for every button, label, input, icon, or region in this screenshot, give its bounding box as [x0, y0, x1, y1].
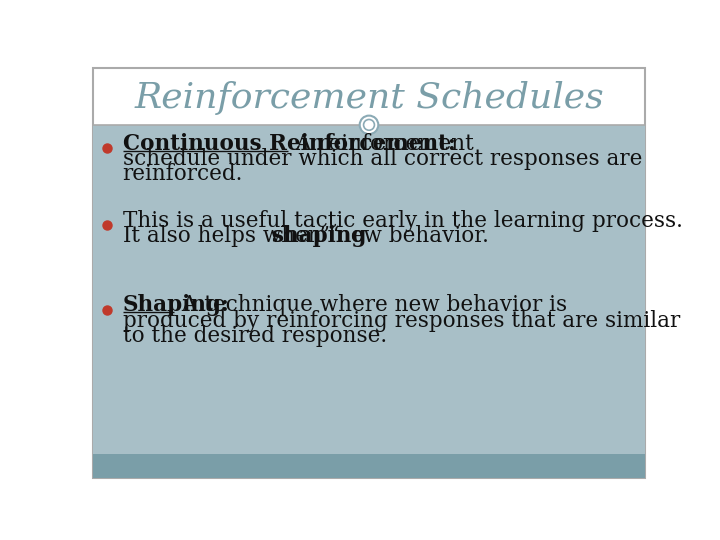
Text: It also helps when “: It also helps when “ — [122, 225, 339, 247]
Text: Continuous Reinforcement:: Continuous Reinforcement: — [122, 132, 456, 154]
Text: schedule under which all correct responses are: schedule under which all correct respons… — [122, 148, 642, 170]
Circle shape — [360, 116, 378, 134]
Text: Shaping:: Shaping: — [122, 294, 230, 316]
FancyBboxPatch shape — [93, 68, 645, 477]
FancyBboxPatch shape — [93, 125, 645, 456]
FancyBboxPatch shape — [93, 455, 645, 477]
Text: This is a useful tactic early in the learning process.: This is a useful tactic early in the lea… — [122, 210, 683, 232]
Text: A reinforcement: A reinforcement — [289, 132, 474, 154]
Text: shaping: shaping — [271, 225, 366, 247]
Text: reinforced.: reinforced. — [122, 163, 243, 185]
Text: to the desired response.: to the desired response. — [122, 325, 387, 347]
Text: produced by reinforcing responses that are similar: produced by reinforcing responses that a… — [122, 309, 680, 332]
Text: ” new behavior.: ” new behavior. — [320, 225, 490, 247]
Text: Reinforcement Schedules: Reinforcement Schedules — [134, 81, 604, 115]
Text: A technique where new behavior is: A technique where new behavior is — [175, 294, 567, 316]
